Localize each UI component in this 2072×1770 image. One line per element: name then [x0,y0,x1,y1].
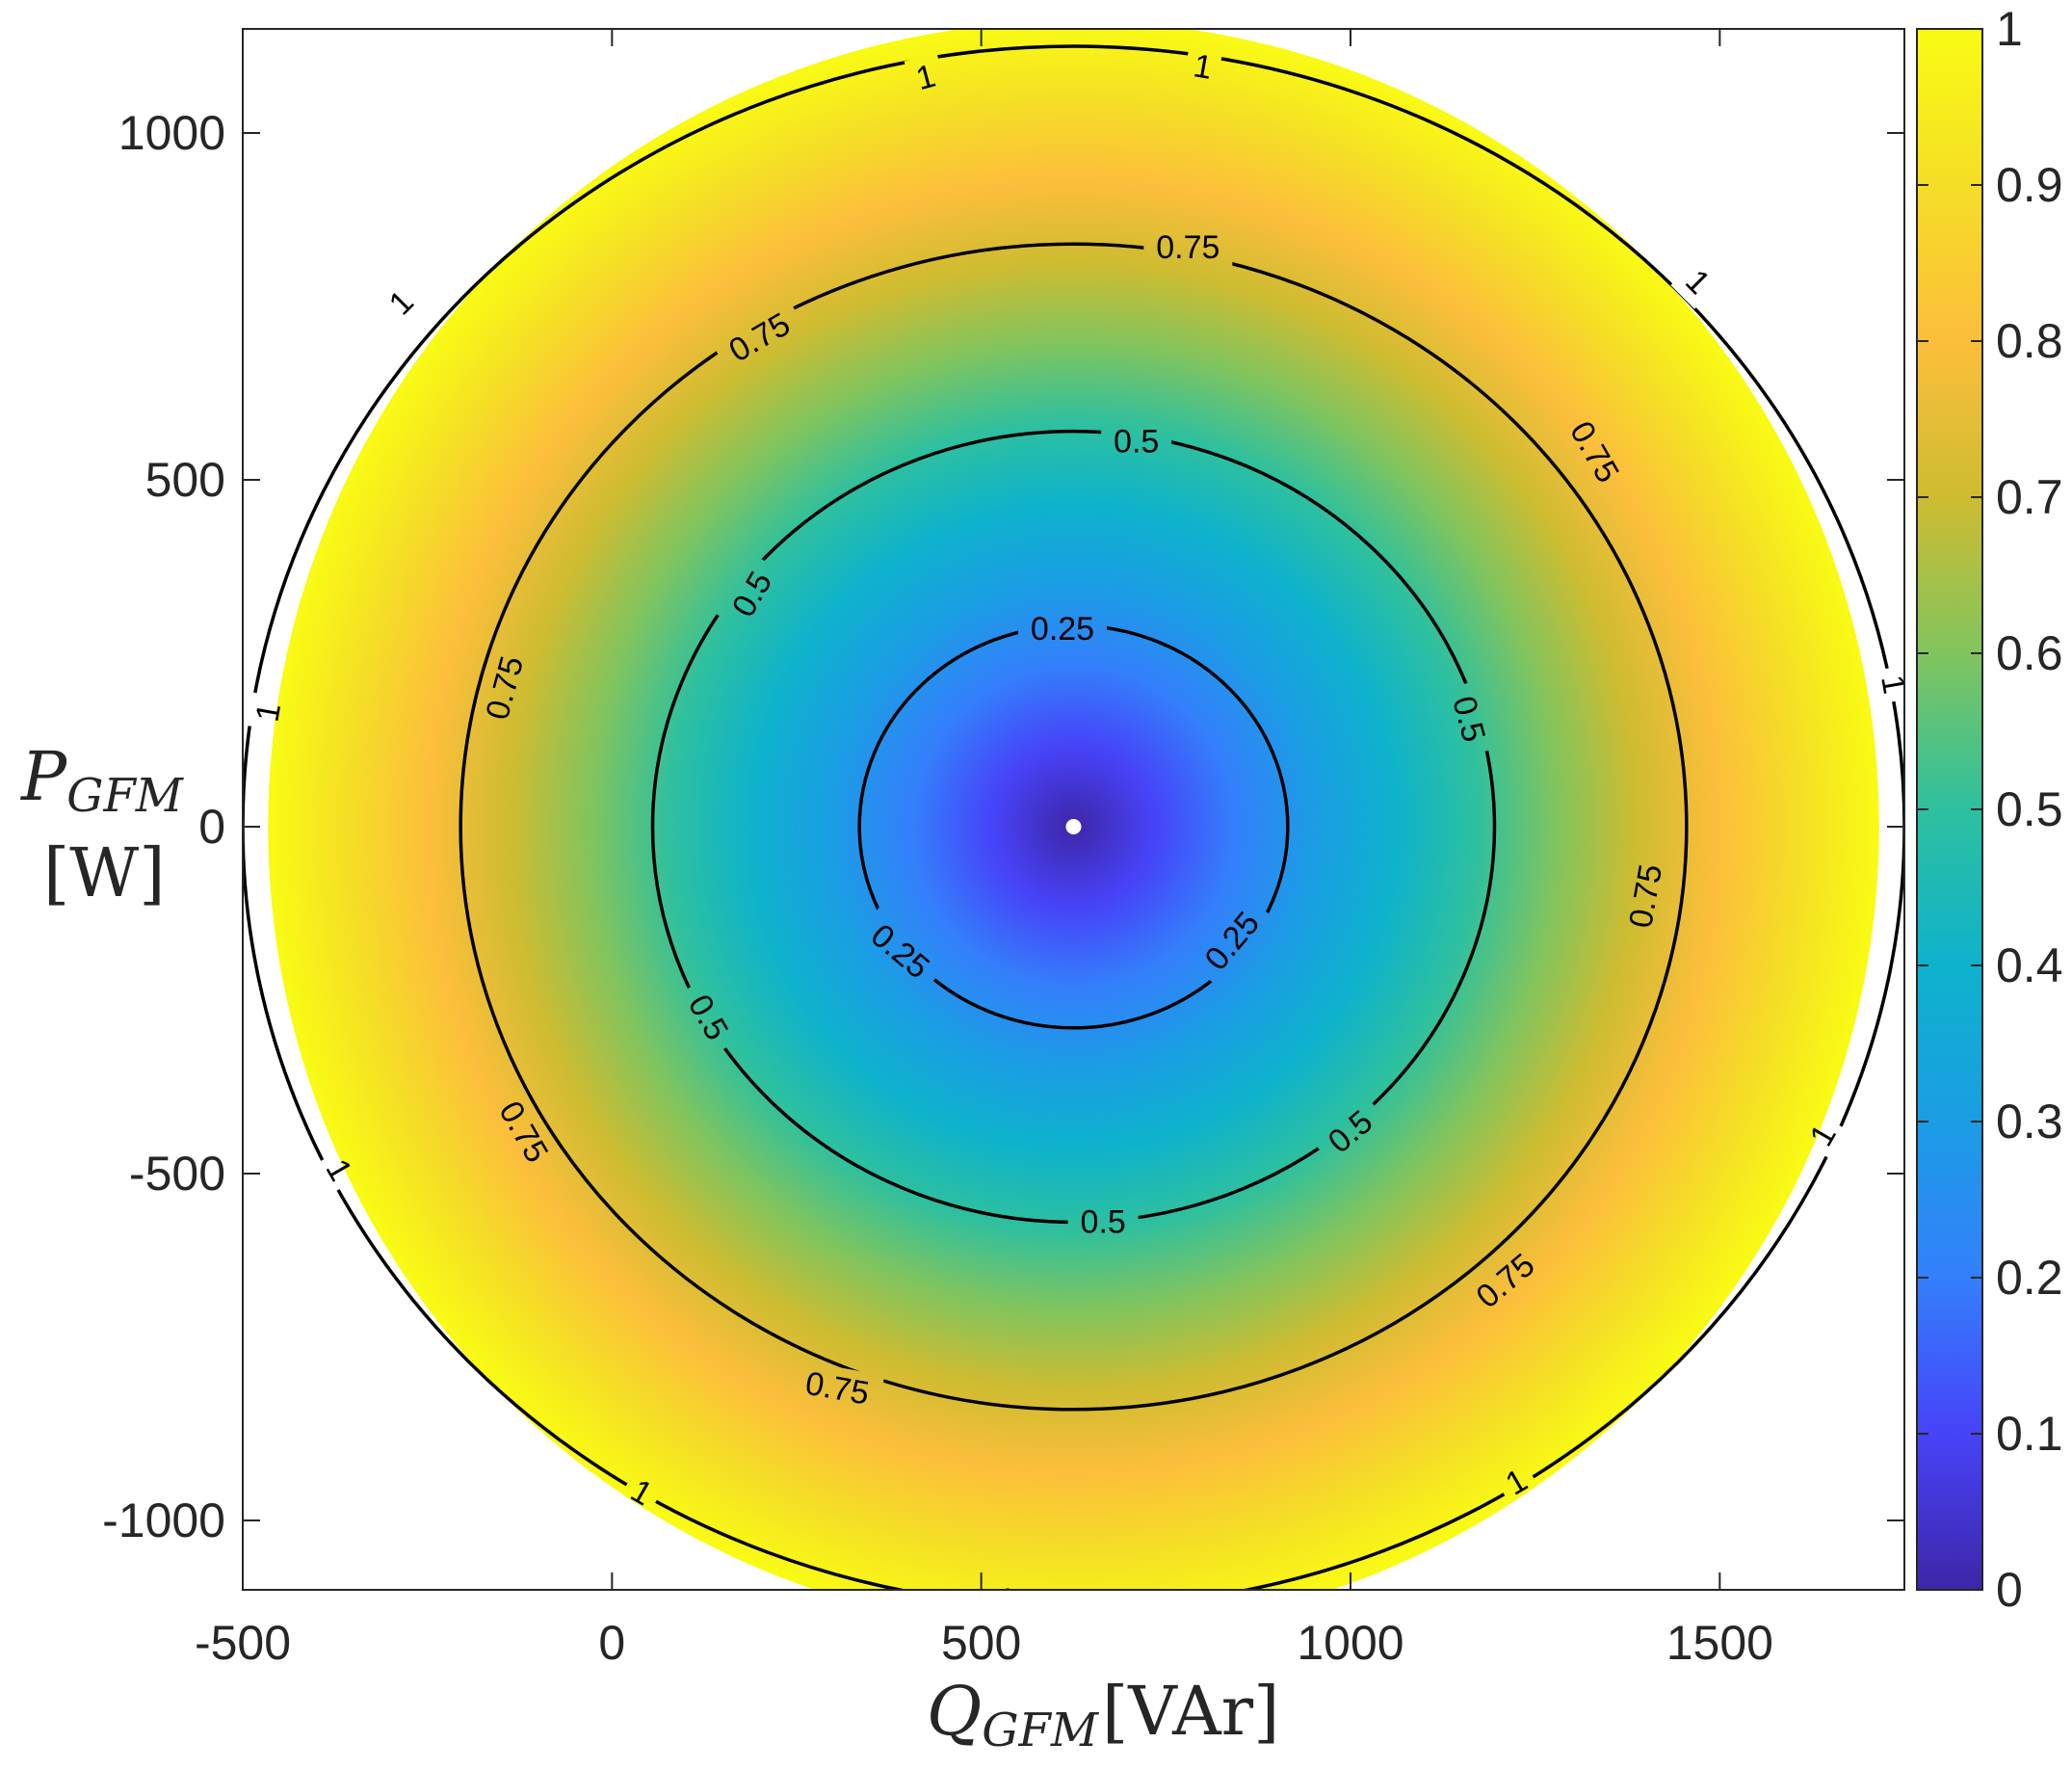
y-tick-label: 1000 [118,106,225,160]
contour-label: 0.75 [1156,229,1220,266]
y-axis-label-main: P [19,737,68,816]
colorbar-tick-label: 1 [1996,2,2023,56]
x-tick-label: 1500 [1666,1616,1773,1670]
x-tick-label: 1000 [1297,1616,1403,1670]
contour-line-0-25 [857,623,1290,1030]
contour-lines [243,44,1904,1590]
contour-line-0-5 [650,429,1497,1225]
y-tick-label: 500 [145,453,225,507]
heatmap-disc [268,29,1879,1590]
y-tick-label: -1000 [102,1493,225,1547]
x-axis-label-sub: GFM [982,1704,1100,1757]
colorbar-tick-labels: 0 0.1 0.2 0.3 0.4 0.5 0.6 0.7 0.8 0.9 1 [1996,2,2063,1617]
colorbar-tick-label: 0 [1996,1563,2023,1617]
colorbar-tick-label: 0.8 [1996,314,2063,368]
colorbar-tick-label: 0.4 [1996,938,2063,992]
contour-line-1 [243,44,1904,1590]
plot-area: 0.250.25 0.250.50.50.50.50.50.50.750.750.… [102,28,1905,1670]
x-tick-label: 500 [941,1616,1021,1670]
y-axis-label-sub: GFM [66,769,185,823]
x-axis-label-unit: [VAr] [1102,1672,1279,1751]
colorbar-tick-label: 0.1 [1996,1407,2063,1461]
contour-label: 0.25 [1031,611,1094,647]
colorbar-tick-label: 0.7 [1996,470,2063,524]
contour-labels: 0.250.25 0.250.50.50.50.50.50.50.750.750.… [249,47,1904,1619]
colorbar-ticks [1917,28,1982,1591]
y-tick-label: 0 [198,800,225,854]
y-tick-labels: -1000 -500 0 500 1000 [102,106,225,1547]
plot-frame [242,28,1905,1591]
svg-text:PGFM: PGFM [19,737,185,823]
colorbar-tick-label: 0.2 [1996,1251,2063,1305]
contour-label: 0.5 [1114,423,1159,460]
x-axis-label-main: Q [927,1672,982,1751]
colorbar-tick-label: 0.5 [1996,782,2063,836]
colorbar-tick-label: 0.6 [1996,626,2063,680]
x-tick-labels: -500 0 500 1000 1500 [195,1616,1773,1670]
contour-line-0-75 [459,242,1689,1412]
x-tick-label: -500 [195,1616,291,1670]
colorbar-tick-label: 0.3 [1996,1095,2063,1149]
svg-text:QGFM: QGFM [927,1672,1100,1757]
x-tick-label: 0 [598,1616,625,1670]
x-axis-label: QGFM [VAr] [927,1672,1280,1757]
colorbar-tick-label: 0.9 [1996,158,2063,212]
contour-label: 0.5 [1081,1203,1126,1240]
axis-ticks [242,29,1904,1590]
y-axis-label-unit: [W] [43,833,166,912]
contour-label: 1 [998,1582,1016,1619]
y-tick-label: -500 [129,1147,225,1201]
center-marker [1065,819,1082,834]
y-axis-label: PGFM [W] [19,737,185,912]
colorbar: 0 0.1 0.2 0.3 0.4 0.5 0.6 0.7 0.8 0.9 1 [1916,2,2063,1617]
